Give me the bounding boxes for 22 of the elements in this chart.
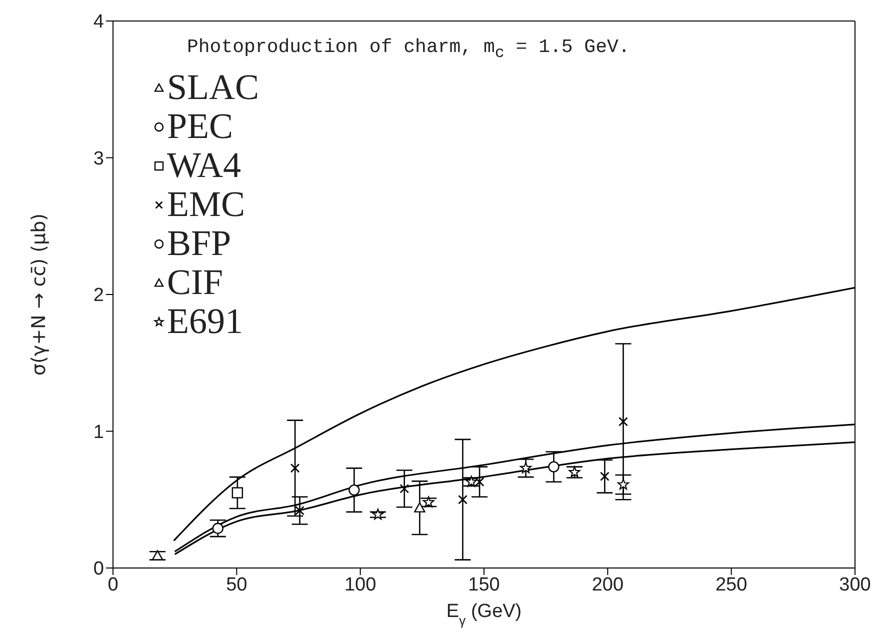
x-tick-label: 300	[839, 574, 871, 596]
legend-label: CIF	[167, 262, 224, 302]
x-axis-title: E$_{γ}$ (GeV)	[446, 601, 522, 628]
x-tick-label: 50	[226, 574, 248, 596]
x-tick-label: 250	[715, 574, 748, 596]
text: Photoproduction of charm, m$_{c}$ = 1.5 GeV.	[187, 36, 630, 62]
y-tick-label: 1	[93, 422, 104, 443]
x-tick-label: 100	[344, 574, 376, 596]
y-tick-label: 0	[93, 558, 104, 580]
y-tick-label: 2	[93, 285, 104, 306]
y-tick-label: 4	[93, 12, 104, 33]
legend-label: SLAC	[167, 67, 260, 107]
legend-label: E691	[167, 301, 243, 341]
legend-label: WA4	[167, 145, 241, 185]
x-tick-label: 200	[592, 574, 624, 596]
x-tick-label: 150	[468, 574, 500, 596]
x-tick-label: 0	[108, 574, 118, 596]
y-tick-label: 3	[93, 148, 104, 170]
legend-label: PEC	[167, 106, 234, 146]
legend-label: EMC	[167, 184, 246, 224]
y-axis-title: σ(γ+N → cc̄) (μb)	[28, 213, 50, 376]
legend-label: BFP	[167, 223, 232, 263]
